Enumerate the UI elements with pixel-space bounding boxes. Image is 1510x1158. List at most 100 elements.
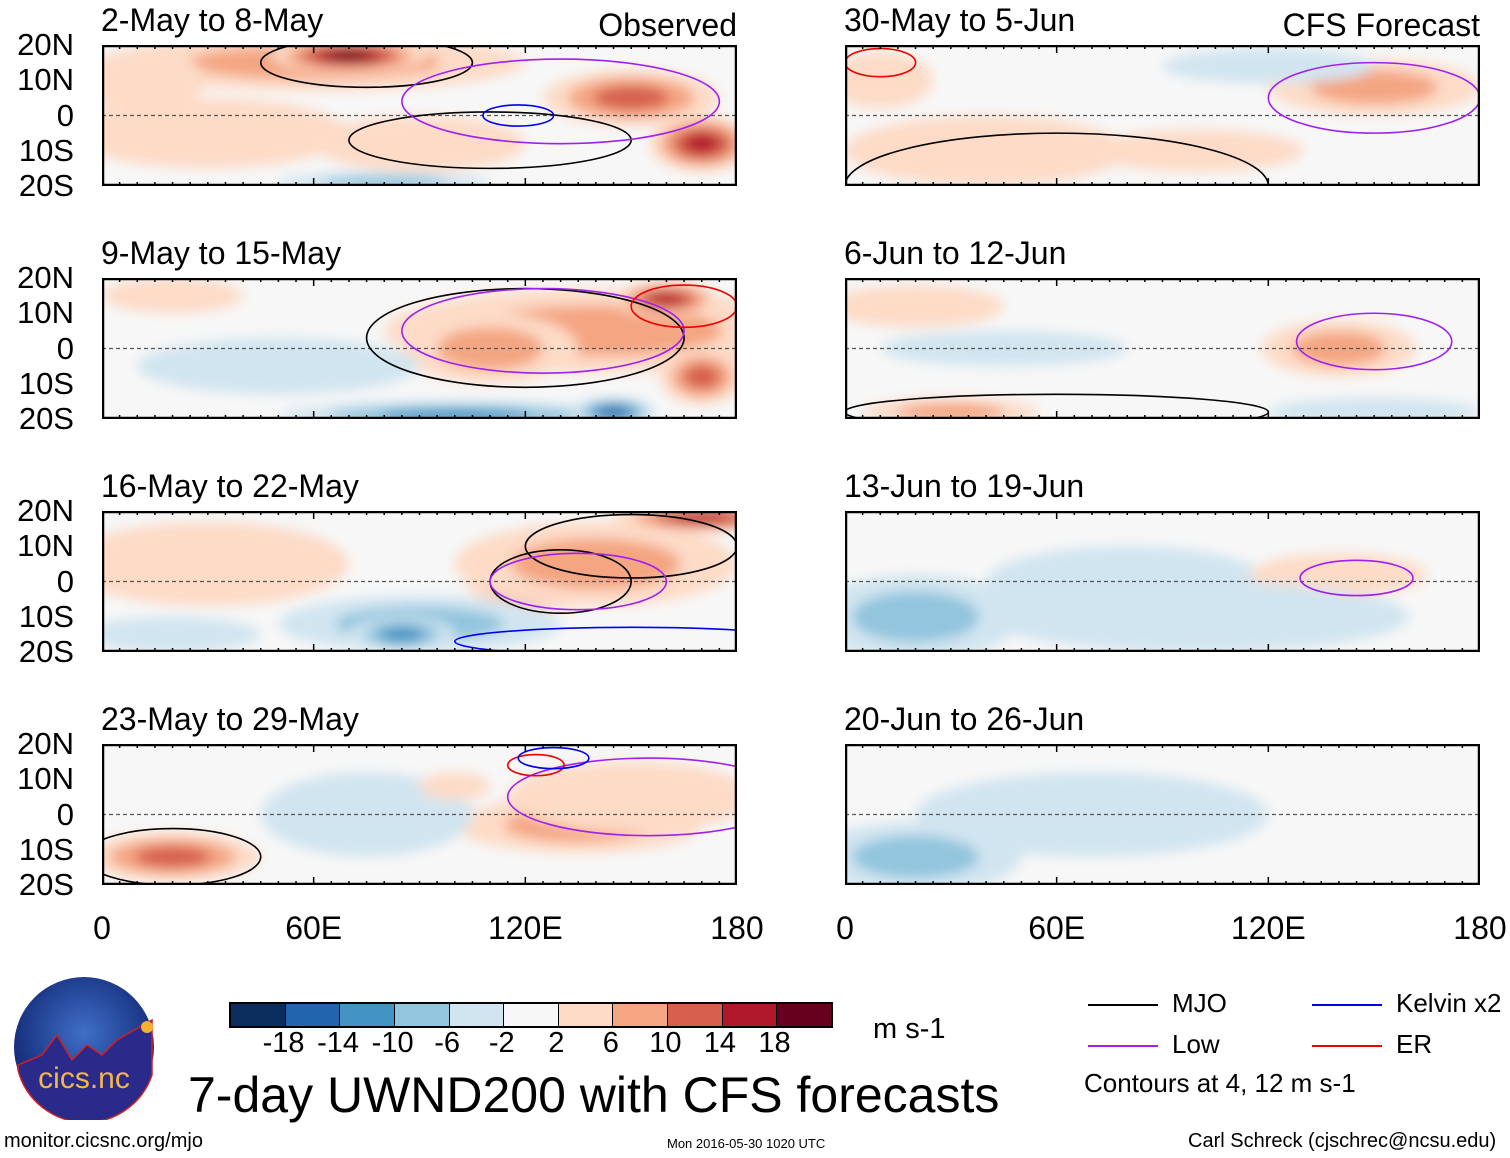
lat-label: 20S: [18, 401, 74, 436]
panel-title: 13-Jun to 19-Jun: [844, 468, 1085, 504]
low-contour: [506, 757, 737, 837]
lat-label: 10S: [18, 132, 74, 168]
anomaly-contour: [260, 772, 473, 857]
lat-label: 10N: [17, 528, 74, 564]
colorbar-tick: 14: [703, 1027, 737, 1059]
colorbar-units: m s-1: [873, 1013, 946, 1045]
lat-label: 20S: [18, 634, 74, 669]
anomaly-contour: [102, 521, 349, 607]
legend-label: Kelvin x2: [1396, 988, 1502, 1018]
colorbar-tick: -6: [434, 1027, 461, 1059]
anomaly-contour: [327, 50, 371, 61]
kelvin-contour: [517, 746, 590, 770]
lat-label: 0: [56, 330, 74, 366]
panel-title: 6-Jun to 12-Jun: [844, 235, 1067, 271]
panel-title: 30-May to 5-Jun: [844, 2, 1076, 38]
anomaly-contour: [379, 626, 425, 642]
lon-label: 120E: [1230, 910, 1306, 946]
lat-label: 20S: [18, 867, 74, 902]
anomaly-contour: [1268, 397, 1480, 419]
legend-line-kelvin: [1312, 1004, 1382, 1006]
lon-label: 60E: [285, 910, 343, 946]
colorbar-tick: -14: [317, 1027, 360, 1059]
lat-label: 10N: [17, 295, 74, 331]
lat-label: 20N: [17, 27, 74, 62]
panel-title: 20-Jun to 26-Jun: [844, 701, 1085, 737]
anomaly-contour: [684, 134, 720, 154]
colorbar-tick: 10: [649, 1027, 682, 1059]
low-contour: [401, 58, 721, 145]
lat-label: 0: [56, 796, 74, 832]
mjo-contour: [845, 132, 1270, 186]
lon-label: 60E: [1028, 910, 1086, 946]
anomaly-contour: [419, 772, 491, 801]
colorbar: [229, 1002, 833, 1028]
colorbar-swatch: [231, 1004, 286, 1026]
lat-label: 0: [56, 563, 74, 599]
low-contour: [1299, 559, 1414, 597]
anomaly-contour: [672, 513, 732, 523]
lon-label: 180: [710, 910, 764, 946]
colorbar-swatch: [722, 1004, 778, 1026]
panel-title: 16-May to 22-May: [101, 468, 359, 504]
anomaly-contour: [845, 52, 934, 109]
anomaly-contour: [648, 293, 685, 306]
mjo-contour: [102, 827, 262, 885]
map-panel: [102, 744, 737, 885]
anomaly-contour: [102, 616, 261, 652]
lat-label: 10S: [18, 831, 74, 867]
lat-label: 10N: [17, 62, 74, 98]
map-panel: [845, 744, 1480, 885]
anomaly-contour: [852, 835, 980, 878]
kelvin-contour: [454, 626, 737, 652]
lon-label: 180: [1453, 910, 1507, 946]
footer-credit: Carl Schreck (cjschrec@ncsu.edu): [1188, 1130, 1497, 1152]
lat-label: 20N: [17, 493, 74, 528]
svg-text:cics.nc: cics.nc: [38, 1062, 130, 1095]
contour-note: Contours at 4, 12 m s-1: [1084, 1068, 1356, 1098]
colorbar-tick: 6: [602, 1027, 619, 1059]
low-contour: [401, 287, 685, 374]
panel-title: 2-May to 8-May: [101, 2, 324, 38]
colorbar-tick: -2: [488, 1027, 515, 1059]
anomaly-contour: [683, 364, 720, 389]
colorbar-swatch: [394, 1004, 450, 1026]
anomaly-contour: [593, 85, 669, 110]
colorbar-tick: -18: [262, 1027, 305, 1059]
lat-label: 10S: [18, 598, 74, 634]
column-header: Observed: [598, 7, 737, 43]
kelvin-contour: [482, 104, 555, 127]
legend-label: MJO: [1172, 988, 1227, 1018]
column-header: CFS Forecast: [1282, 7, 1480, 43]
colorbar-swatch: [668, 1004, 723, 1026]
anomaly-contour: [845, 285, 1004, 328]
anomaly-contour: [379, 409, 531, 419]
legend-line-mjo: [1088, 1004, 1158, 1006]
anomaly-contour: [511, 538, 681, 590]
panel-title: 23-May to 29-May: [101, 701, 359, 737]
map-panel: [102, 511, 737, 652]
colorbar-swatch: [558, 1004, 614, 1026]
anomaly-contour: [599, 407, 628, 417]
lat-label: 10N: [17, 761, 74, 797]
legend-label: ER: [1396, 1029, 1433, 1059]
legend-line-low: [1088, 1045, 1158, 1047]
anomaly-contour: [320, 176, 448, 186]
cicsnc-logo: cics.nc: [12, 975, 157, 1124]
panel-title: 9-May to 15-May: [101, 235, 342, 271]
low-contour: [489, 552, 668, 611]
mjo-contour: [259, 45, 474, 89]
lat-label: 10S: [18, 365, 74, 401]
anomaly-contour: [102, 278, 244, 314]
lat-label: 0: [56, 97, 74, 133]
anomaly-contour: [137, 337, 420, 395]
footer-url[interactable]: monitor.cicsnc.org/mjo: [4, 1130, 203, 1152]
figure-title: 7-day UWND200 with CFS forecasts: [188, 1067, 1000, 1123]
anomaly-contour: [1310, 70, 1438, 105]
colorbar-swatch: [504, 1004, 559, 1026]
lat-label: 20S: [18, 168, 74, 203]
anomaly-contour: [852, 591, 980, 643]
low-contour: [1295, 312, 1453, 371]
anomaly-contour: [986, 581, 1410, 652]
footer-timestamp: Mon 2016-05-30 1020 UTC: [667, 1136, 826, 1151]
